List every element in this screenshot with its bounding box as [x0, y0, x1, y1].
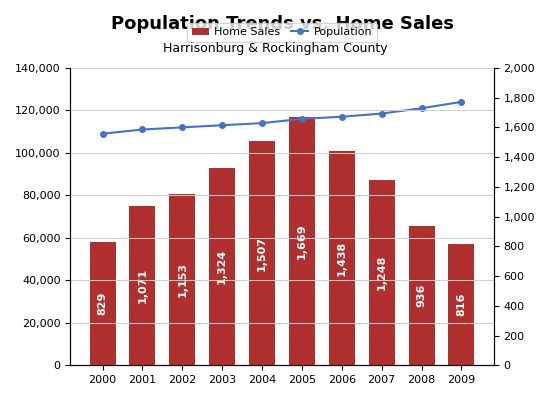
Text: 1,507: 1,507 — [257, 236, 267, 271]
Text: 1,248: 1,248 — [377, 255, 387, 290]
Legend: Home Sales, Population: Home Sales, Population — [188, 23, 377, 42]
Text: 829: 829 — [97, 292, 108, 315]
Bar — [209, 168, 235, 365]
Bar — [129, 206, 156, 365]
Bar — [448, 244, 475, 365]
Text: 1,071: 1,071 — [138, 268, 147, 303]
Text: Harrisonburg & Rockingham County: Harrisonburg & Rockingham County — [163, 42, 387, 55]
Bar — [169, 194, 195, 365]
Bar — [409, 226, 434, 365]
Bar — [289, 117, 315, 365]
Text: 1,669: 1,669 — [297, 223, 307, 259]
Text: 936: 936 — [416, 284, 427, 307]
Bar — [249, 141, 275, 365]
Bar — [329, 152, 355, 365]
Text: 816: 816 — [456, 293, 466, 316]
Bar — [368, 180, 395, 365]
Title: Population Trends vs. Home Sales: Population Trends vs. Home Sales — [111, 15, 454, 33]
Text: 1,324: 1,324 — [217, 249, 227, 284]
Text: 1,438: 1,438 — [337, 241, 347, 276]
Bar — [90, 242, 116, 365]
Text: 1,153: 1,153 — [177, 262, 188, 297]
